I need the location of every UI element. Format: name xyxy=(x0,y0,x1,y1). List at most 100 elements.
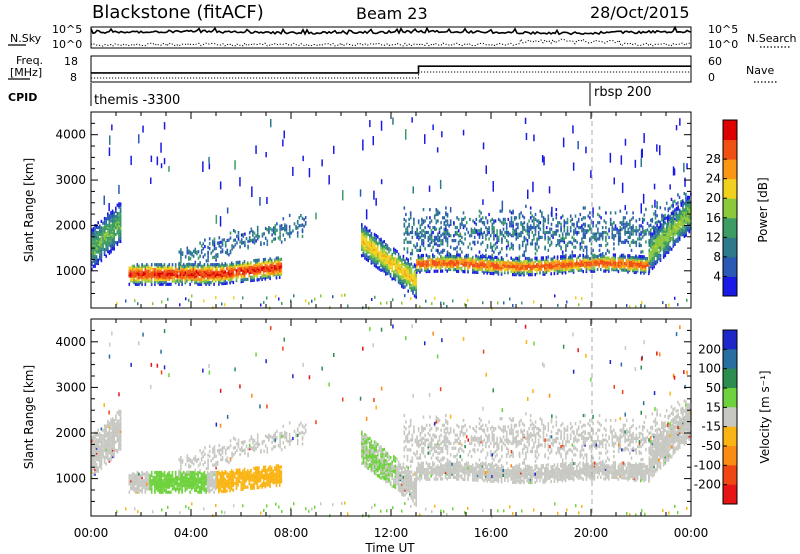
range-cell xyxy=(94,472,96,476)
cpid-event-1: rbsp 200 xyxy=(594,85,652,100)
range-cell xyxy=(110,453,112,457)
colorbar-tick-label: 8 xyxy=(713,250,721,264)
range-cell xyxy=(136,268,139,272)
range-cell xyxy=(688,210,691,214)
range-cell xyxy=(467,258,469,262)
range-cell xyxy=(576,260,578,264)
range-cell xyxy=(401,258,403,262)
range-cell xyxy=(672,211,675,215)
range-cell xyxy=(491,262,493,266)
range-cell xyxy=(288,231,291,235)
range-cell xyxy=(638,224,641,228)
range-cell xyxy=(575,296,577,300)
range-cell xyxy=(281,302,283,305)
range-cell xyxy=(441,261,444,265)
range-cell xyxy=(505,245,508,249)
range-cell xyxy=(489,271,492,275)
range-cell xyxy=(462,217,465,221)
range-cell xyxy=(274,237,277,241)
range-cell xyxy=(184,255,187,259)
range-cell xyxy=(678,221,681,225)
range-cell xyxy=(105,248,107,252)
range-cell xyxy=(644,263,647,267)
range-cell xyxy=(92,236,95,241)
range-cell xyxy=(597,227,599,231)
range-cell xyxy=(650,234,652,238)
range-cell xyxy=(130,479,132,483)
range-cell xyxy=(435,242,438,246)
range-cell xyxy=(659,245,662,249)
range-cell xyxy=(119,228,122,232)
range-cell xyxy=(571,264,573,268)
range-cell xyxy=(118,239,120,243)
range-cell xyxy=(107,227,109,231)
range-cell xyxy=(675,223,678,227)
range-cell xyxy=(130,474,132,478)
range-cell xyxy=(92,439,95,443)
range-cell xyxy=(685,213,687,217)
range-cell xyxy=(544,230,546,235)
range-cell xyxy=(103,455,106,459)
range-cell xyxy=(430,234,433,238)
range-cell xyxy=(622,222,625,226)
range-cell xyxy=(539,266,541,270)
range-cell xyxy=(206,281,209,285)
range-cell xyxy=(531,230,534,235)
range-cell xyxy=(678,216,681,220)
range-cell xyxy=(251,267,254,271)
range-cell xyxy=(576,230,578,235)
range-cell xyxy=(666,239,668,243)
range-cell xyxy=(672,218,675,222)
range-cell xyxy=(105,462,107,466)
range-cell xyxy=(512,261,514,265)
range-cell xyxy=(604,266,607,270)
range-cell xyxy=(537,221,540,225)
range-cell xyxy=(584,263,586,267)
range-cell xyxy=(628,260,631,264)
range-cell xyxy=(270,258,273,262)
range-cell xyxy=(436,258,439,262)
range-cell xyxy=(407,274,409,278)
range-cell xyxy=(424,268,426,272)
range-cell xyxy=(274,271,276,275)
range-cell xyxy=(510,242,513,246)
range-cell xyxy=(484,263,487,267)
range-cell xyxy=(521,261,524,265)
range-cell xyxy=(386,272,389,276)
range-cell xyxy=(218,271,220,275)
range-cell xyxy=(94,251,96,255)
range-cell xyxy=(558,234,561,238)
range-cell xyxy=(165,271,167,275)
range-cell xyxy=(501,200,504,211)
range-cell xyxy=(270,270,273,274)
range-cell xyxy=(542,219,545,223)
range-cell xyxy=(396,249,398,254)
range-cell xyxy=(416,248,418,252)
range-cell xyxy=(372,257,374,261)
range-cell xyxy=(440,254,442,259)
range-cell xyxy=(688,215,691,219)
range-cell xyxy=(100,259,103,263)
range-cell xyxy=(362,242,365,246)
range-cell xyxy=(111,245,114,249)
range-cell xyxy=(462,270,464,274)
range-cell xyxy=(508,261,511,265)
range-cell xyxy=(680,220,683,224)
range-cell xyxy=(440,239,442,243)
range-cell xyxy=(496,262,498,266)
range-cell xyxy=(496,270,498,274)
range-cell xyxy=(499,265,501,270)
range-cell xyxy=(521,240,524,244)
range-cell xyxy=(656,232,659,236)
range-cell xyxy=(685,218,687,222)
range-cell xyxy=(685,200,687,204)
range-cell xyxy=(296,226,299,230)
range-cell xyxy=(99,463,101,467)
range-cell xyxy=(613,177,615,185)
range-cell xyxy=(662,254,665,258)
range-cell xyxy=(640,203,642,214)
range-cell xyxy=(488,212,490,217)
range-cell xyxy=(580,260,583,264)
range-cell xyxy=(573,245,575,249)
range-cell xyxy=(182,271,185,275)
